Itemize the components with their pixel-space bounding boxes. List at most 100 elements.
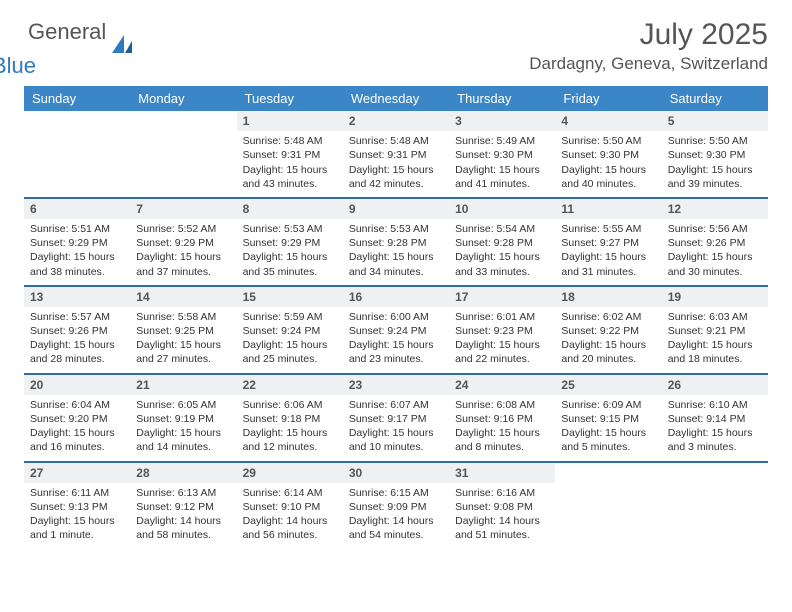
calendar-cell: 12Sunrise: 5:56 AMSunset: 9:26 PMDayligh… (662, 199, 768, 285)
day-info: Sunrise: 5:53 AMSunset: 9:28 PMDaylight:… (343, 219, 449, 285)
day-info: Sunrise: 6:08 AMSunset: 9:16 PMDaylight:… (449, 395, 555, 461)
day-info: Sunrise: 5:56 AMSunset: 9:26 PMDaylight:… (662, 219, 768, 285)
day-number: 15 (237, 287, 343, 307)
calendar-cell: 27Sunrise: 6:11 AMSunset: 9:13 PMDayligh… (24, 463, 130, 549)
day-number: 10 (449, 199, 555, 219)
day-number: 16 (343, 287, 449, 307)
day-info: Sunrise: 6:06 AMSunset: 9:18 PMDaylight:… (237, 395, 343, 461)
day-info: Sunrise: 6:00 AMSunset: 9:24 PMDaylight:… (343, 307, 449, 373)
calendar-cell: 15Sunrise: 5:59 AMSunset: 9:24 PMDayligh… (237, 287, 343, 373)
day-info: Sunrise: 6:09 AMSunset: 9:15 PMDaylight:… (555, 395, 661, 461)
day-info: Sunrise: 5:53 AMSunset: 9:29 PMDaylight:… (237, 219, 343, 285)
day-number: 27 (24, 463, 130, 483)
weekday-sat: Saturday (662, 86, 768, 111)
day-info: Sunrise: 6:15 AMSunset: 9:09 PMDaylight:… (343, 483, 449, 549)
weekday-tue: Tuesday (237, 86, 343, 111)
day-info: Sunrise: 5:52 AMSunset: 9:29 PMDaylight:… (130, 219, 236, 285)
logo-text-general: General (28, 19, 106, 44)
day-info: Sunrise: 6:03 AMSunset: 9:21 PMDaylight:… (662, 307, 768, 373)
weekday-mon: Monday (130, 86, 236, 111)
day-number: 23 (343, 375, 449, 395)
calendar-cell: 11Sunrise: 5:55 AMSunset: 9:27 PMDayligh… (555, 199, 661, 285)
day-number: 21 (130, 375, 236, 395)
calendar-cell: 17Sunrise: 6:01 AMSunset: 9:23 PMDayligh… (449, 287, 555, 373)
day-info: Sunrise: 6:14 AMSunset: 9:10 PMDaylight:… (237, 483, 343, 549)
day-info: Sunrise: 6:10 AMSunset: 9:14 PMDaylight:… (662, 395, 768, 461)
logo-text-blue: Blue (0, 53, 36, 78)
calendar-cell: 10Sunrise: 5:54 AMSunset: 9:28 PMDayligh… (449, 199, 555, 285)
day-number: 26 (662, 375, 768, 395)
calendar-grid: 1Sunrise: 5:48 AMSunset: 9:31 PMDaylight… (24, 111, 768, 548)
day-number: 12 (662, 199, 768, 219)
day-info: Sunrise: 5:59 AMSunset: 9:24 PMDaylight:… (237, 307, 343, 373)
calendar-cell: 9Sunrise: 5:53 AMSunset: 9:28 PMDaylight… (343, 199, 449, 285)
calendar-cell: 1Sunrise: 5:48 AMSunset: 9:31 PMDaylight… (237, 111, 343, 197)
day-number: 24 (449, 375, 555, 395)
weekday-sun: Sunday (24, 86, 130, 111)
day-info: Sunrise: 5:54 AMSunset: 9:28 PMDaylight:… (449, 219, 555, 285)
calendar-cell (555, 463, 661, 549)
day-info: Sunrise: 5:50 AMSunset: 9:30 PMDaylight:… (662, 131, 768, 197)
weekday-thu: Thursday (449, 86, 555, 111)
calendar-cell: 28Sunrise: 6:13 AMSunset: 9:12 PMDayligh… (130, 463, 236, 549)
day-info: Sunrise: 5:48 AMSunset: 9:31 PMDaylight:… (237, 131, 343, 197)
day-info: Sunrise: 6:07 AMSunset: 9:17 PMDaylight:… (343, 395, 449, 461)
calendar-week: 6Sunrise: 5:51 AMSunset: 9:29 PMDaylight… (24, 199, 768, 287)
calendar-cell: 23Sunrise: 6:07 AMSunset: 9:17 PMDayligh… (343, 375, 449, 461)
calendar-cell: 4Sunrise: 5:50 AMSunset: 9:30 PMDaylight… (555, 111, 661, 197)
day-number: 30 (343, 463, 449, 483)
calendar-cell: 8Sunrise: 5:53 AMSunset: 9:29 PMDaylight… (237, 199, 343, 285)
day-number: 17 (449, 287, 555, 307)
day-info: Sunrise: 5:58 AMSunset: 9:25 PMDaylight:… (130, 307, 236, 373)
day-info: Sunrise: 5:49 AMSunset: 9:30 PMDaylight:… (449, 131, 555, 197)
calendar-cell: 16Sunrise: 6:00 AMSunset: 9:24 PMDayligh… (343, 287, 449, 373)
day-info: Sunrise: 5:48 AMSunset: 9:31 PMDaylight:… (343, 131, 449, 197)
day-info: Sunrise: 6:11 AMSunset: 9:13 PMDaylight:… (24, 483, 130, 549)
day-info: Sunrise: 6:02 AMSunset: 9:22 PMDaylight:… (555, 307, 661, 373)
calendar-cell: 18Sunrise: 6:02 AMSunset: 9:22 PMDayligh… (555, 287, 661, 373)
day-number: 20 (24, 375, 130, 395)
day-number: 8 (237, 199, 343, 219)
weekday-header: Sunday Monday Tuesday Wednesday Thursday… (24, 86, 768, 111)
calendar-cell (130, 111, 236, 197)
calendar-cell: 26Sunrise: 6:10 AMSunset: 9:14 PMDayligh… (662, 375, 768, 461)
calendar-cell: 5Sunrise: 5:50 AMSunset: 9:30 PMDaylight… (662, 111, 768, 197)
day-number: 5 (662, 111, 768, 131)
calendar-week: 13Sunrise: 5:57 AMSunset: 9:26 PMDayligh… (24, 287, 768, 375)
day-number: 9 (343, 199, 449, 219)
calendar: Sunday Monday Tuesday Wednesday Thursday… (24, 86, 768, 548)
calendar-cell: 20Sunrise: 6:04 AMSunset: 9:20 PMDayligh… (24, 375, 130, 461)
calendar-cell (24, 111, 130, 197)
calendar-week: 27Sunrise: 6:11 AMSunset: 9:13 PMDayligh… (24, 463, 768, 549)
day-number: 13 (24, 287, 130, 307)
calendar-cell: 13Sunrise: 5:57 AMSunset: 9:26 PMDayligh… (24, 287, 130, 373)
weekday-fri: Friday (555, 86, 661, 111)
day-number: 22 (237, 375, 343, 395)
day-number: 1 (237, 111, 343, 131)
day-number: 19 (662, 287, 768, 307)
day-number: 14 (130, 287, 236, 307)
day-info: Sunrise: 5:57 AMSunset: 9:26 PMDaylight:… (24, 307, 130, 373)
day-number: 7 (130, 199, 236, 219)
day-number: 31 (449, 463, 555, 483)
calendar-cell: 3Sunrise: 5:49 AMSunset: 9:30 PMDaylight… (449, 111, 555, 197)
day-info: Sunrise: 6:04 AMSunset: 9:20 PMDaylight:… (24, 395, 130, 461)
day-info: Sunrise: 5:50 AMSunset: 9:30 PMDaylight:… (555, 131, 661, 197)
calendar-week: 1Sunrise: 5:48 AMSunset: 9:31 PMDaylight… (24, 111, 768, 199)
calendar-cell: 21Sunrise: 6:05 AMSunset: 9:19 PMDayligh… (130, 375, 236, 461)
sail-icon (110, 33, 136, 55)
day-number: 3 (449, 111, 555, 131)
day-number: 29 (237, 463, 343, 483)
calendar-cell: 6Sunrise: 5:51 AMSunset: 9:29 PMDaylight… (24, 199, 130, 285)
day-info: Sunrise: 6:01 AMSunset: 9:23 PMDaylight:… (449, 307, 555, 373)
day-number: 6 (24, 199, 130, 219)
day-number: 4 (555, 111, 661, 131)
calendar-cell: 7Sunrise: 5:52 AMSunset: 9:29 PMDaylight… (130, 199, 236, 285)
day-number: 18 (555, 287, 661, 307)
calendar-cell: 22Sunrise: 6:06 AMSunset: 9:18 PMDayligh… (237, 375, 343, 461)
day-info: Sunrise: 5:51 AMSunset: 9:29 PMDaylight:… (24, 219, 130, 285)
calendar-cell: 19Sunrise: 6:03 AMSunset: 9:21 PMDayligh… (662, 287, 768, 373)
day-number: 25 (555, 375, 661, 395)
brand-logo: General Blue (28, 22, 136, 63)
calendar-cell: 2Sunrise: 5:48 AMSunset: 9:31 PMDaylight… (343, 111, 449, 197)
